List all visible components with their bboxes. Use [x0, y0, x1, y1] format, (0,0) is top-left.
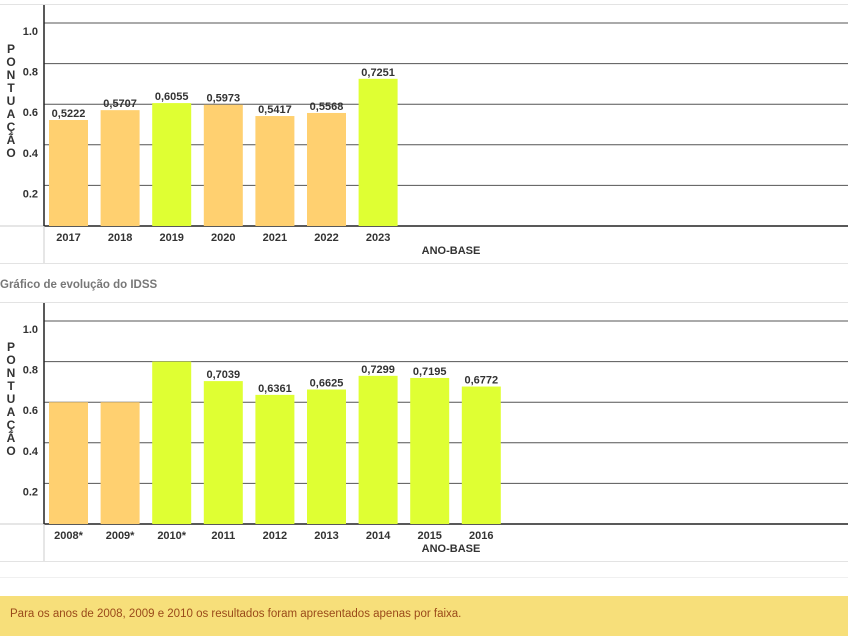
bar-2016 [461, 386, 501, 524]
x-tick-label: 2010* [157, 530, 186, 542]
bar-2021 [255, 116, 295, 226]
data-label: 0,5568 [310, 101, 344, 113]
bar-2018 [100, 110, 140, 226]
y-tick-label: 0.6 [23, 405, 38, 417]
bar-2015 [410, 377, 450, 524]
x-tick-label: 2023 [366, 232, 390, 244]
bar-2022 [307, 112, 346, 226]
y-tick-label: 1.0 [23, 26, 38, 38]
x-tick-label: 2008* [54, 530, 83, 542]
x-axis-label: ANO-BASE [422, 543, 481, 555]
x-tick-label: 2011 [211, 530, 235, 542]
bar-2011 [203, 381, 243, 524]
x-tick-label: 2019 [159, 232, 183, 244]
bar-2013 [307, 389, 346, 524]
data-label: 0,6772 [464, 375, 498, 387]
data-label: 0,5707 [103, 98, 137, 110]
x-tick-label: 2021 [263, 232, 287, 244]
bar-2014 [358, 375, 398, 524]
y-tick-label: 0.8 [23, 365, 38, 377]
data-label: 0,7251 [361, 67, 395, 79]
chart-idss-2017-2023: PONTUAÇÃO 0.2 0.4 0.6 0.8 1.0 0,5222 2017 0,570… [0, 4, 848, 264]
bar-2012 [255, 394, 295, 524]
y-axis-label: PONTUAÇÃO [6, 340, 16, 458]
x-tick-label: 2014 [366, 530, 391, 542]
x-tick-label: 2013 [314, 530, 338, 542]
data-label: 0,6055 [155, 91, 189, 103]
x-tick-label: 2020 [211, 232, 235, 244]
data-label: 0,5417 [258, 104, 292, 116]
y-tick-label: 0.4 [23, 148, 39, 160]
y-tick-label: 0.6 [23, 107, 38, 119]
data-label: 0,7039 [206, 369, 240, 381]
data-label: 0,5222 [52, 108, 86, 120]
info-note: Para os anos de 2008, 2009 e 2010 os res… [0, 596, 848, 636]
data-label: 0,7195 [413, 366, 447, 378]
bar-2009 [100, 402, 140, 524]
x-tick-label: 2012 [263, 530, 287, 542]
y-tick-label: 0.2 [23, 486, 38, 498]
divider [0, 577, 848, 578]
x-tick-label: 2017 [56, 232, 80, 244]
x-tick-label: 2016 [469, 530, 493, 542]
bar-2017 [49, 119, 88, 226]
data-label: 0,7299 [361, 364, 395, 376]
y-tick-label: 1.0 [23, 324, 38, 336]
x-tick-label: 2009* [106, 530, 135, 542]
x-tick-label: 2018 [108, 232, 132, 244]
x-axis-label: ANO-BASE [422, 245, 481, 257]
x-tick-label: 2022 [314, 232, 338, 244]
data-label: 0,6625 [310, 378, 344, 390]
bar-2023 [358, 78, 398, 226]
y-tick-label: 0.8 [23, 67, 38, 79]
y-axis-label: PONTUAÇÃO [6, 42, 16, 160]
data-label: 0,5973 [206, 93, 240, 105]
x-tick-label: 2015 [417, 530, 441, 542]
bar-2020 [203, 104, 243, 226]
bar-2010 [152, 361, 192, 524]
chart-title: Gráfico de evolução do IDSS [0, 279, 158, 291]
y-tick-label: 0.2 [23, 188, 38, 200]
bar-2019 [152, 103, 192, 226]
data-label: 0,6361 [258, 383, 292, 395]
chart-idss-2008-2016: PONTUAÇÃO 0.2 0.4 0.6 0.8 1.0 2008* 2009* 2010*… [0, 302, 848, 562]
y-tick-label: 0.4 [23, 446, 39, 458]
bar-2008 [49, 402, 88, 524]
